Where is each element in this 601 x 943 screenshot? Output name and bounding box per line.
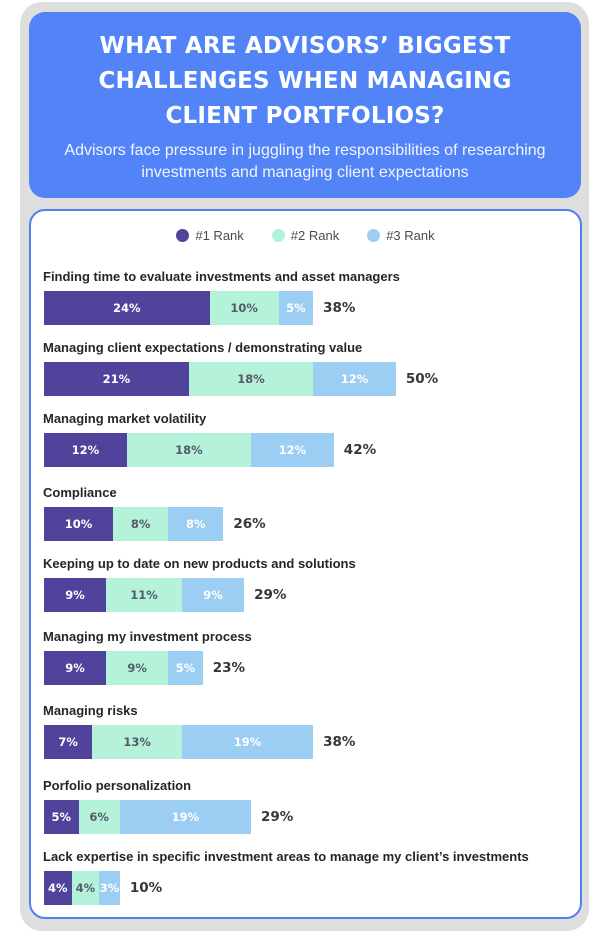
- chart-legend: #1 Rank #2 Rank #3 Rank: [31, 228, 580, 243]
- legend-item-rank-1: #1 Rank: [176, 228, 244, 243]
- legend-label-rank-2: #2 Rank: [290, 228, 340, 243]
- bar-segment-rank-1: 7%: [44, 725, 93, 759]
- category-label: Keeping up to date on new products and s…: [43, 556, 356, 571]
- bar-segment-rank-2: 9%: [106, 651, 169, 685]
- bar-segment-rank-2: 13%: [92, 725, 182, 759]
- bar-total-label: 38%: [323, 300, 356, 316]
- header-banner: WHAT ARE ADVISORS’ BIGGEST CHALLENGES WH…: [29, 12, 581, 198]
- chart-subtitle: Advisors face pressure in juggling the r…: [64, 142, 546, 181]
- bar-segment-rank-2: 11%: [106, 578, 182, 612]
- legend-label-rank-1: #1 Rank: [195, 228, 244, 243]
- bar-segment-rank-1: 9%: [44, 578, 107, 612]
- bar-segment-rank-2: 10%: [209, 291, 279, 325]
- bar-segment-rank-3: 19%: [119, 800, 251, 834]
- category-label: Managing client expectations / demonstra…: [43, 340, 363, 355]
- chart-title: WHAT ARE ADVISORS’ BIGGEST CHALLENGES WH…: [98, 33, 512, 129]
- bar-total-label: 50%: [405, 371, 439, 387]
- bar-segment-rank-3: 5%: [278, 291, 314, 325]
- legend-swatch-rank-2: [271, 229, 285, 242]
- legend-label-rank-3: #3 Rank: [386, 228, 435, 243]
- category-label: Compliance: [43, 485, 117, 500]
- bar-segment-rank-3: 9%: [182, 578, 245, 612]
- legend-item-rank-2: #2 Rank: [271, 228, 340, 243]
- bar-total-label: 29%: [254, 587, 287, 603]
- bar-segment-rank-1: 4%: [44, 871, 72, 905]
- bar-segment-rank-2: 18%: [188, 362, 314, 396]
- bar-total-label: 29%: [261, 809, 294, 825]
- legend-item-rank-3: #3 Rank: [367, 228, 435, 243]
- bar-total-label: 10%: [129, 880, 163, 896]
- category-label: Managing market volatility: [43, 411, 207, 426]
- bar-segment-rank-2: 18%: [126, 433, 251, 467]
- bar-segment-rank-3: 19%: [182, 725, 314, 759]
- category-label: Managing my investment process: [43, 629, 252, 644]
- bar-segment-rank-3: 12%: [313, 362, 396, 396]
- bar-segment-rank-1: 9%: [44, 651, 107, 685]
- legend-swatch-rank-1: [176, 229, 190, 242]
- bar-segment-rank-2: 6%: [78, 800, 120, 834]
- bar-segment-rank-1: 10%: [44, 507, 113, 541]
- bar-total-label: 42%: [343, 442, 377, 458]
- bar-segment-rank-1: 12%: [44, 433, 127, 467]
- bar-segment-rank-1: 24%: [44, 291, 210, 325]
- legend-swatch-rank-3: [367, 229, 381, 242]
- bar-segment-rank-3: 8%: [168, 507, 224, 541]
- bar-segment-rank-1: 21%: [44, 362, 189, 396]
- category-label: Lack expertise in specific investment ar…: [43, 849, 529, 864]
- bar-segment-rank-3: 5%: [168, 651, 203, 685]
- bar-total-label: 23%: [212, 660, 246, 676]
- category-label: Porfolio personalization: [43, 778, 192, 793]
- bar-segment-rank-2: 8%: [113, 507, 169, 541]
- bar-total-label: 26%: [233, 516, 266, 532]
- bar-segment-rank-3: 3%: [99, 871, 120, 905]
- chart-card: #1 Rank #2 Rank #3 Rank Finding time to ev…: [29, 209, 582, 919]
- bar-total-label: 38%: [323, 734, 356, 750]
- bar-segment-rank-3: 12%: [251, 433, 334, 467]
- category-label: Managing risks: [43, 703, 138, 718]
- category-label: Finding time to evaluate investments and…: [43, 269, 400, 284]
- bar-segment-rank-2: 4%: [71, 871, 100, 905]
- bar-segment-rank-1: 5%: [44, 800, 79, 834]
